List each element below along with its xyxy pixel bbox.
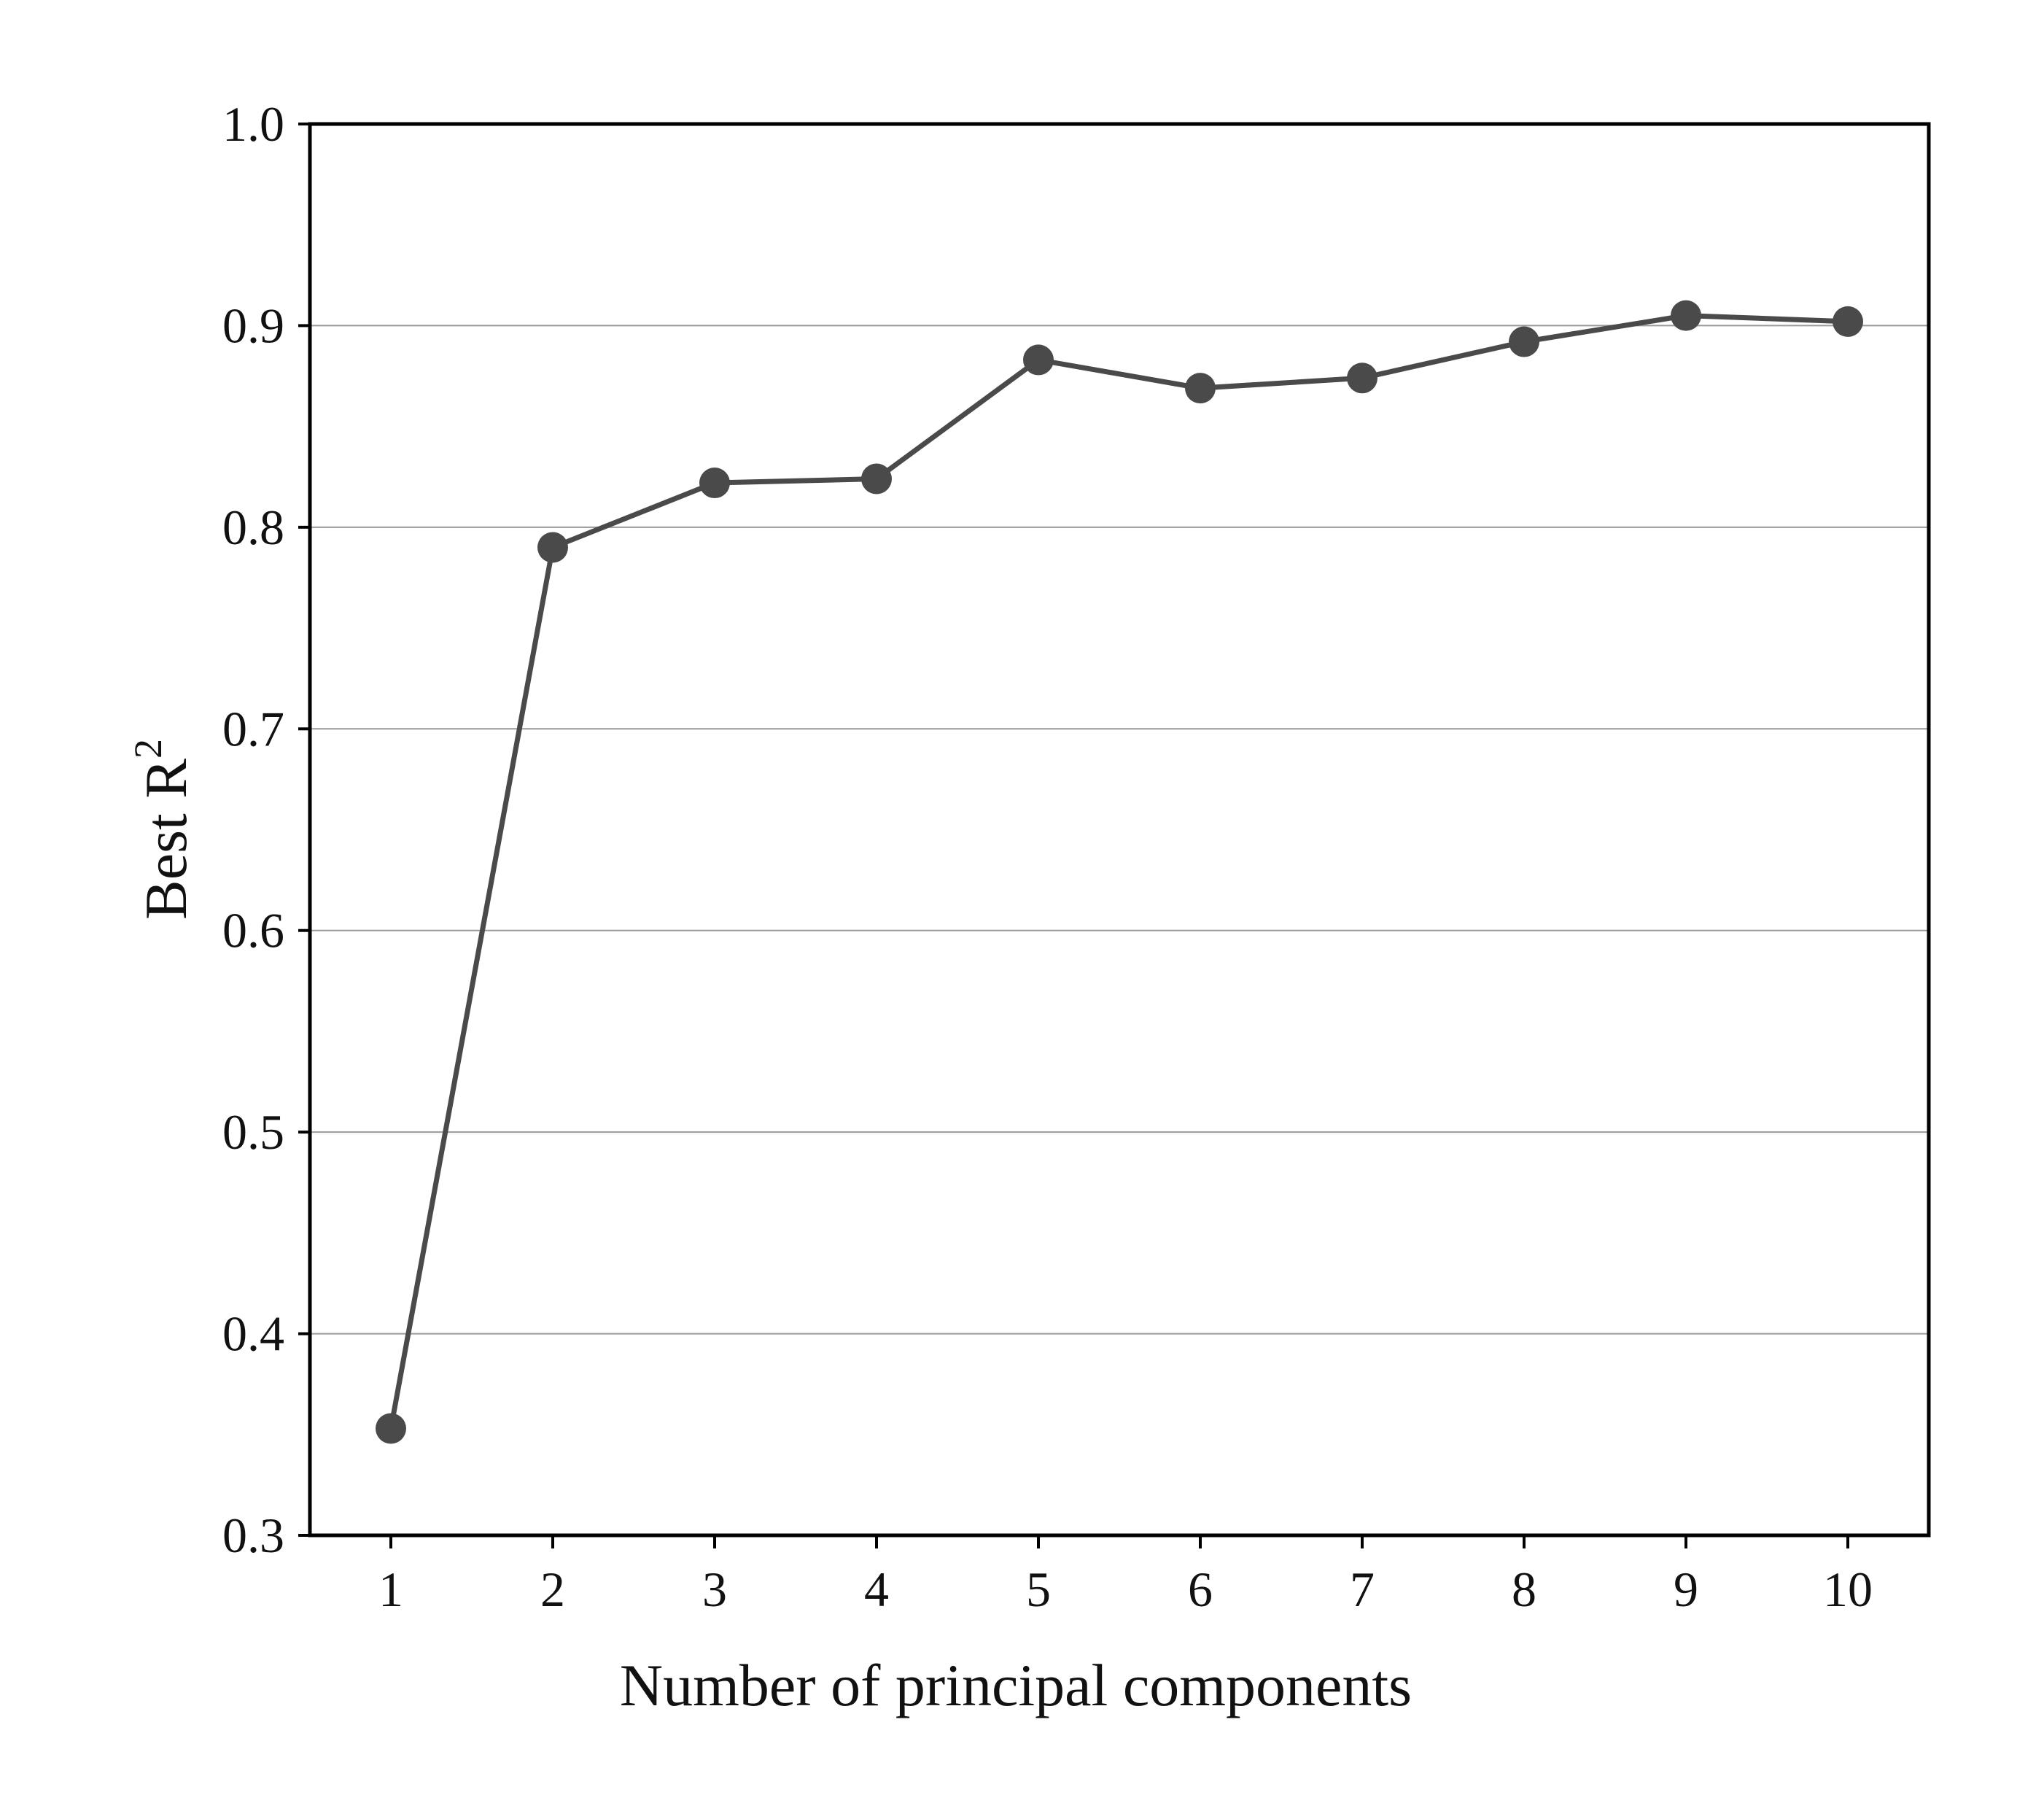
x-tick-label-9: 9	[1674, 1562, 1698, 1617]
x-tick-label-1: 1	[378, 1562, 403, 1617]
x-tick-label-3: 3	[702, 1562, 727, 1617]
data-point-4	[861, 463, 892, 495]
data-point-3	[699, 468, 730, 499]
data-point-7	[1347, 363, 1377, 394]
data-point-1	[376, 1413, 406, 1444]
x-axis-title: Number of principal components	[620, 1652, 1412, 1718]
y-tick-label-0.9: 0.9	[222, 298, 284, 353]
x-tick-label-8: 8	[1512, 1562, 1536, 1617]
axes-frame	[308, 122, 1931, 1538]
y-tick-label-0.5: 0.5	[222, 1104, 284, 1160]
data-point-6	[1185, 373, 1216, 404]
tick-marks	[298, 123, 1849, 1548]
y-tick-label-0.4: 0.4	[222, 1306, 284, 1362]
y-tick-label-0.8: 0.8	[222, 500, 284, 555]
y-axis-title-superscript: 2	[126, 739, 170, 759]
data-point-8	[1509, 326, 1539, 357]
tick-labels: 0.3 0.4 0.5 0.6 0.7 0.8 0.9 1.0 1 2 3 4 5 6 7 8 9 10	[222, 96, 1873, 1617]
y-axis-title-main: Best R	[133, 759, 199, 920]
plot-frame	[308, 122, 1931, 1538]
data-point-10	[1833, 306, 1863, 337]
series-layer	[376, 300, 1863, 1444]
y-tick-label-0.6: 0.6	[222, 903, 284, 958]
x-tick-label-6: 6	[1188, 1562, 1213, 1617]
x-tick-label-10: 10	[1823, 1562, 1873, 1617]
data-point-2	[537, 532, 568, 563]
x-tick-label-5: 5	[1026, 1562, 1051, 1617]
series-line-0	[388, 313, 1849, 1430]
x-tick-label-4: 4	[864, 1562, 889, 1617]
data-point-5	[1023, 344, 1054, 376]
x-tick-label-7: 7	[1350, 1562, 1375, 1617]
data-point-9	[1671, 300, 1701, 331]
y-tick-label-1.0: 1.0	[222, 96, 284, 152]
y-tick-label-0.3: 0.3	[222, 1508, 284, 1563]
y-tick-label-0.7: 0.7	[222, 701, 284, 756]
x-tick-label-2: 2	[540, 1562, 565, 1617]
grid-lines	[310, 325, 1929, 1335]
y-axis-title: Best R2	[126, 739, 199, 920]
